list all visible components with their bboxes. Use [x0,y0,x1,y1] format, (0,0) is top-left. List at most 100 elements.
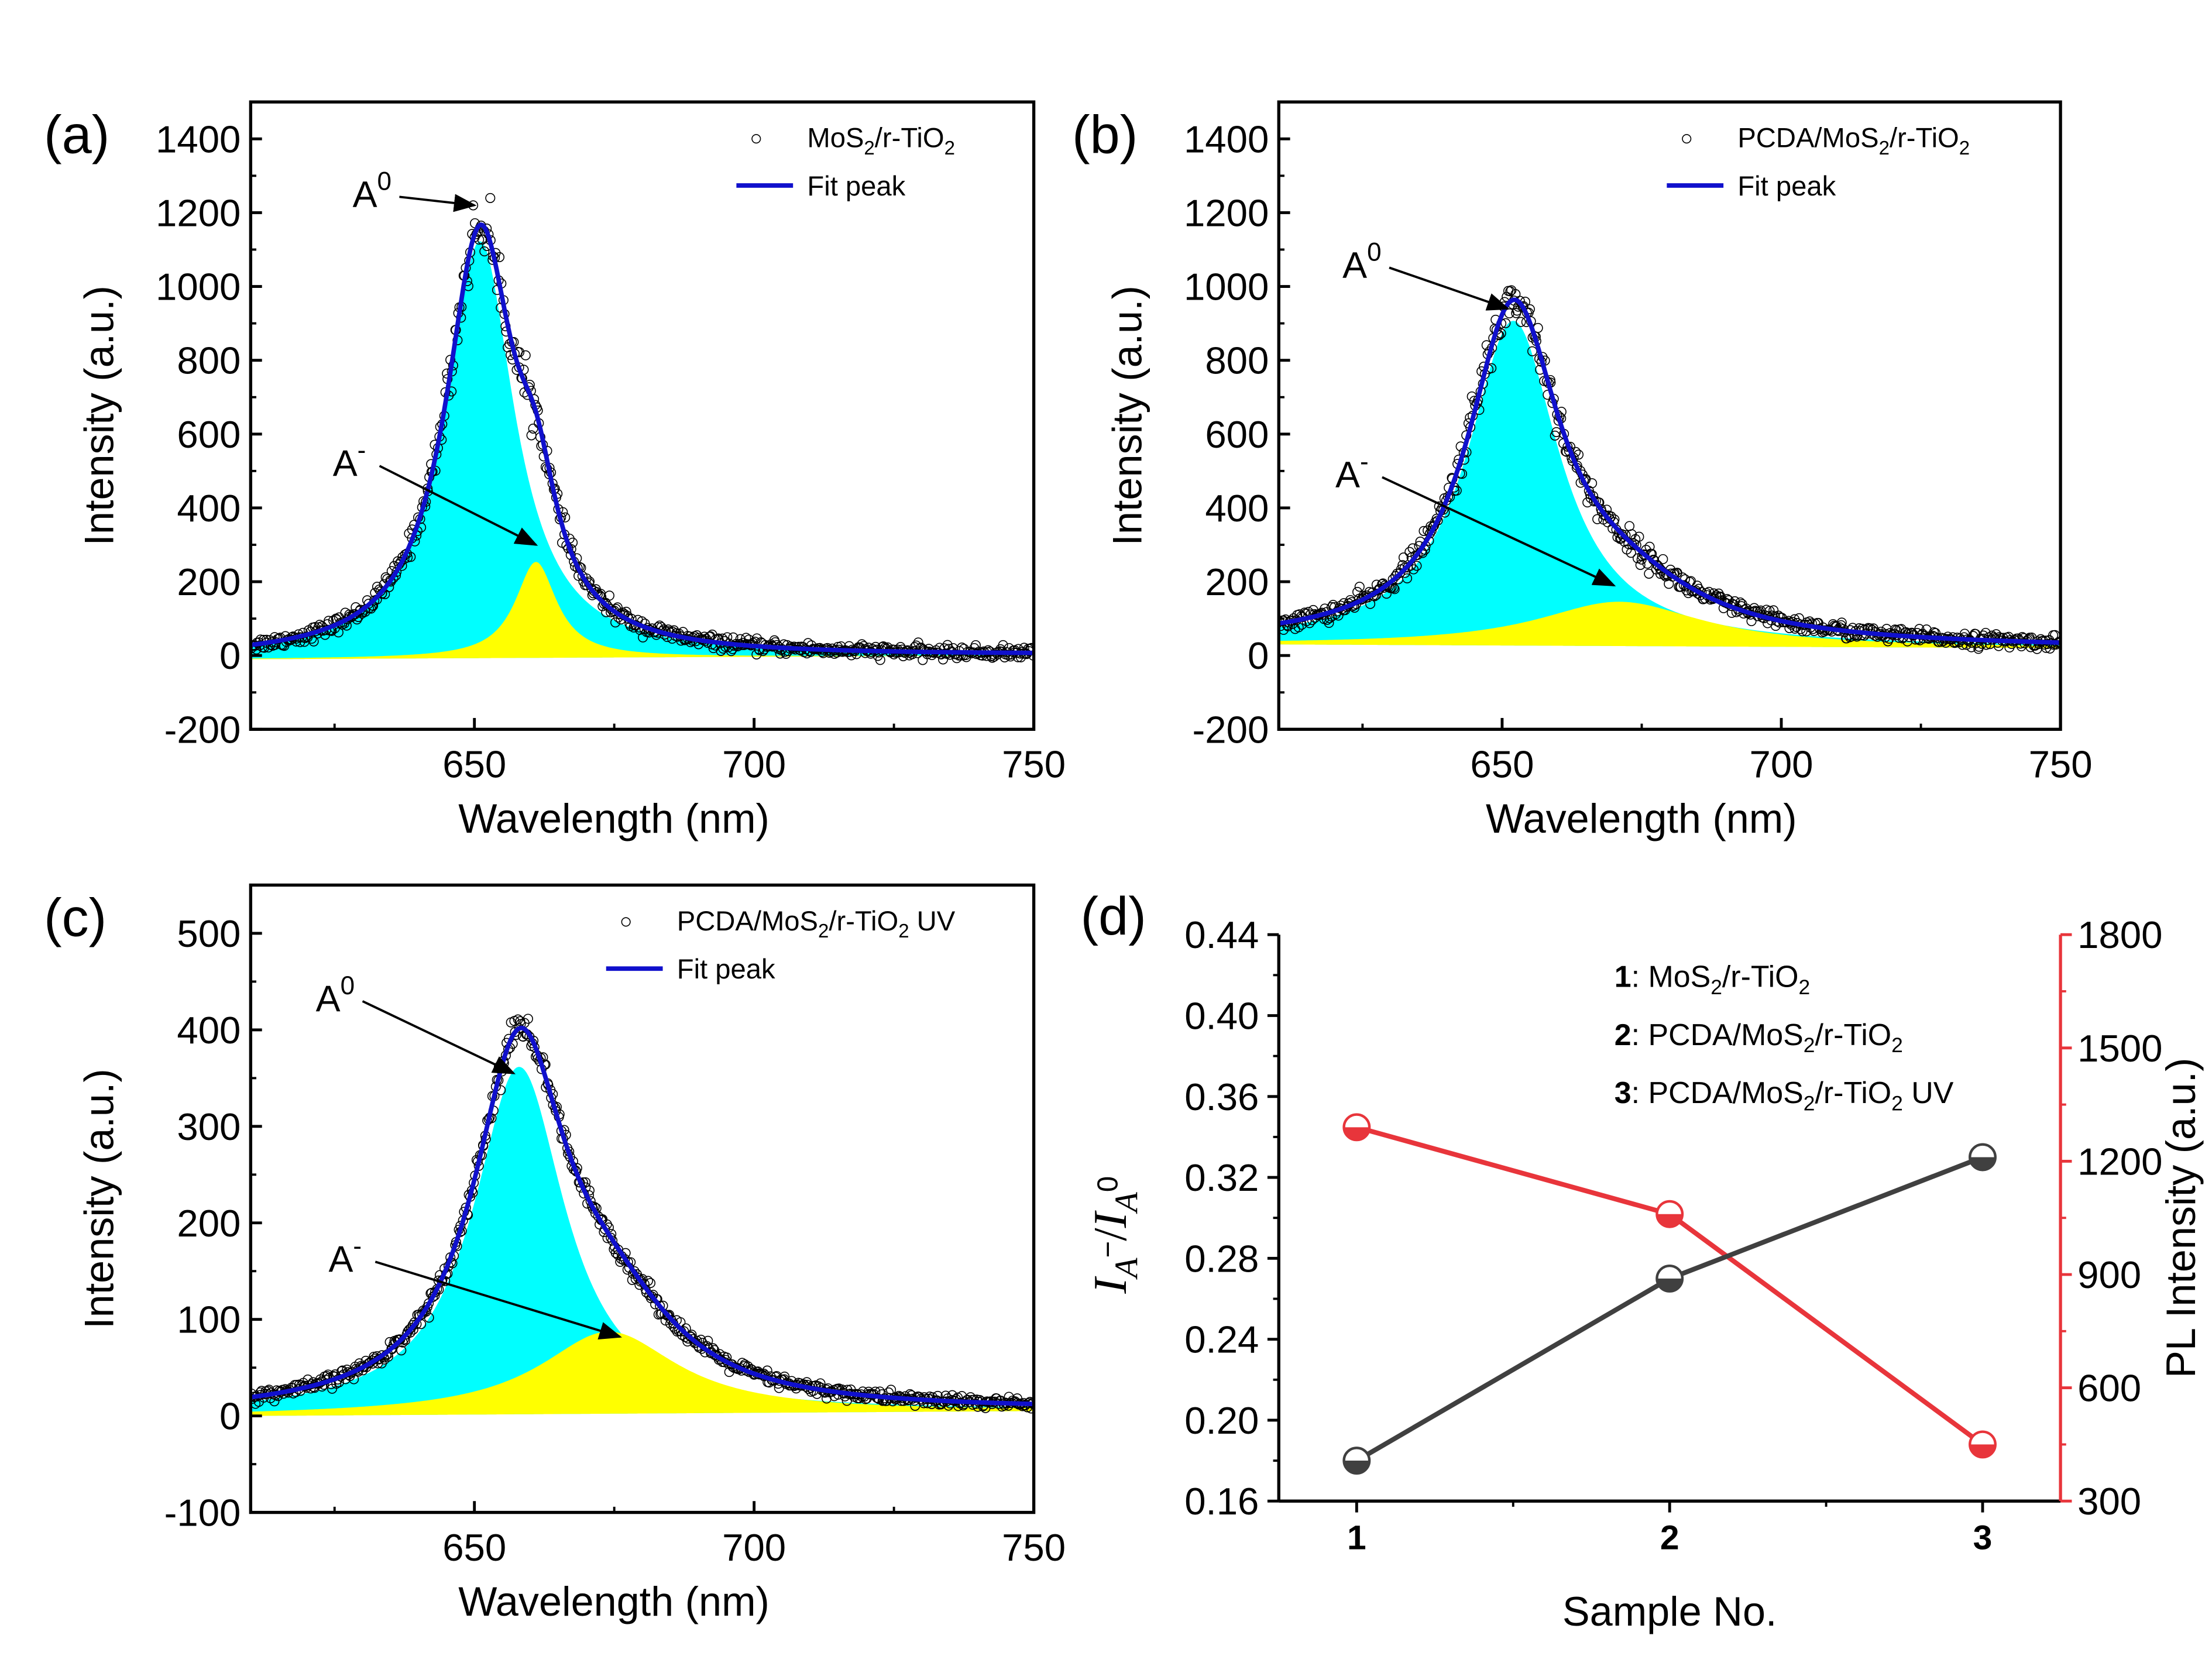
data-point [424,1313,434,1323]
y-left-tick-label: 0.32 [1184,1156,1259,1199]
y-left-tick-label: 0.20 [1184,1399,1259,1442]
x-tick-label: 750 [1002,1526,1066,1569]
plot-frame [1277,100,2062,731]
legend-text: PCDA/MoS [1737,123,1878,154]
data-point [485,193,496,203]
annotation-base: A [328,1239,353,1280]
y-left-tick-label: 0.44 [1184,913,1259,956]
legend-marker-data [621,917,631,927]
panel-label: (b) [1072,105,1138,164]
data-point [655,1300,665,1311]
y-tick-label: 1000 [156,266,241,308]
legend-sub: 2 [864,137,874,159]
data-point [620,1254,630,1265]
axis-ticks: 0.16 0.20 0.24 0.28 0.32 0.36 0.40 0.44 300 600 90… [1184,913,2162,1557]
y-tick-label: 400 [177,1009,241,1052]
y-left-axis-label: IA−/IA0 [1084,1176,1145,1294]
data-point [1639,549,1649,559]
ratio-point [1342,1447,1371,1475]
data-point [1398,552,1409,563]
annotation-sup: 0 [377,167,392,195]
data-point [479,246,490,257]
legend-sub: 2 [818,920,829,942]
annotation-base: A [1342,245,1367,286]
data-point [610,617,621,628]
data-point [1764,606,1775,616]
data-point [645,1278,656,1289]
data-point [1634,531,1644,542]
x-tick-label: 650 [442,1526,506,1569]
annotation-sup: - [353,1232,362,1260]
y-tick-label: 100 [177,1299,241,1341]
annotation-label: A- [1335,447,1369,495]
data-point [741,633,751,643]
ylabel-italic: I [1084,1210,1136,1228]
fit-peak-line [250,1025,1034,1407]
x-tick-label: 2 [1660,1519,1679,1557]
legend-text: /r-TiO [1815,1018,1891,1052]
annotation-arrow [1389,266,1510,311]
legend-text: /r-TiO [829,906,898,937]
panel-label: (c) [44,888,107,948]
data-point [1626,548,1636,558]
plot-frame [249,100,1036,731]
y-left-tick-label: 0.24 [1184,1318,1259,1361]
legend-entry: 3: PCDA/MoS2/r-TiO2 UV [1615,1076,1954,1115]
y-tick-label: 600 [1205,413,1269,456]
data-point [638,632,648,643]
data-point [1516,317,1526,327]
legend-text: UV [1903,1076,1954,1109]
legend-text: /r-TiO [875,123,944,154]
panel-label: (d) [1080,887,1146,946]
legend-num: 2 [1615,1018,1631,1052]
y-tick-label: -200 [1193,708,1269,751]
y-left-tick-label: 0.36 [1184,1076,1259,1118]
ylabel-sub: A [1108,1258,1145,1280]
annotation-sup: 0 [1367,238,1382,266]
legend-text: PCDA/MoS [677,906,818,937]
legend-text: /r-TiO [1815,1076,1891,1109]
data-point [1836,617,1847,628]
ratio-point [1969,1143,1997,1172]
annotation-label: A0 [1342,238,1381,286]
legend-text: /r-TiO [1890,123,1959,154]
legend-text: PCDA/MoS [1648,1018,1804,1052]
legend-text: /r-TiO [1722,960,1799,994]
y-tick-label: 400 [1205,487,1269,530]
legend-marker-data [751,134,761,144]
legend-label-data: PCDA/MoS2/r-TiO2 [1737,123,1970,159]
legend-sub: 2 [1959,137,1970,159]
peak-a0-area [250,1067,1034,1416]
legend-sub: 2 [898,920,909,942]
data-point [523,1014,533,1024]
x-axis-label: Wavelength (nm) [458,795,770,841]
y-tick-label: 0 [219,634,241,677]
panel-c: -100 0 100 200 300 400 500 650 700 750 Wavelength … [44,883,1066,1624]
data-point [1409,564,1419,575]
data-point [1411,561,1422,571]
data-point [1587,478,1598,489]
x-tick-label: 750 [2029,743,2093,786]
annotation-label: A- [328,1232,362,1280]
data-point [1324,617,1334,628]
annotation-label: A0 [353,167,391,215]
y-right-tick-label: 900 [2077,1253,2141,1296]
y-left-tick-label: 0.28 [1184,1237,1259,1280]
data-points [250,193,1034,665]
data-point [1746,616,1757,627]
y-tick-label: 1200 [156,191,241,234]
data-point [395,1334,406,1345]
legend-text: UV [909,906,956,937]
annotation-base: A [353,174,377,215]
data-point [703,1335,713,1346]
y-axis-label: Intensity (a.u.) [76,286,122,546]
x-tick-label: 1 [1347,1519,1366,1557]
y-tick-label: -200 [164,708,241,751]
y-tick-label: 800 [177,339,241,382]
data-point [1354,582,1365,592]
annotation-base: A [316,978,341,1019]
x-tick-label: 650 [1470,743,1534,786]
data-point [604,590,614,601]
legend-text: MoS [1648,960,1711,994]
